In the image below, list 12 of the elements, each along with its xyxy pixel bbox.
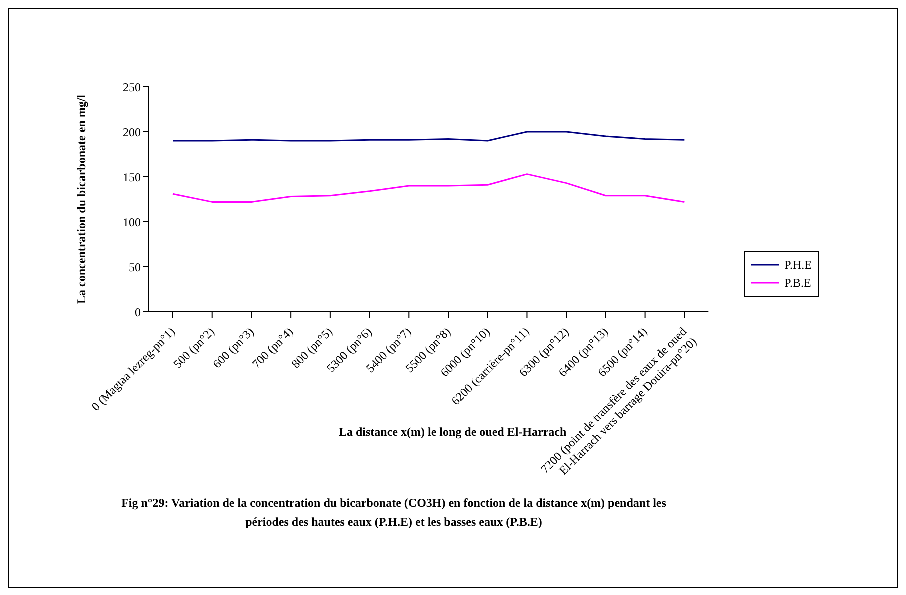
y-tick-label: 50 <box>129 260 141 274</box>
y-tick-label: 0 <box>135 305 141 320</box>
y-tick-label: 100 <box>123 215 141 230</box>
text: Fig n°29: Variation de la concentration du bicarbonate (CO3H) en fonction de la distance x(m) pendant les périodes des hautes eaux (P.H.E) et les basses eaux (P.B.E) <box>120 495 668 531</box>
y-tick-label: 250 <box>123 80 141 94</box>
y-axis-title: La concentration du bicarbonate en mg/l <box>74 94 88 304</box>
y-tick-label: 150 <box>123 170 141 184</box>
legend-label: P.H.E <box>784 257 812 274</box>
y-tick-label: 200 <box>123 125 141 140</box>
line-series <box>172 174 686 203</box>
line-series <box>172 131 686 142</box>
legend-label: P.B.E <box>784 275 812 292</box>
